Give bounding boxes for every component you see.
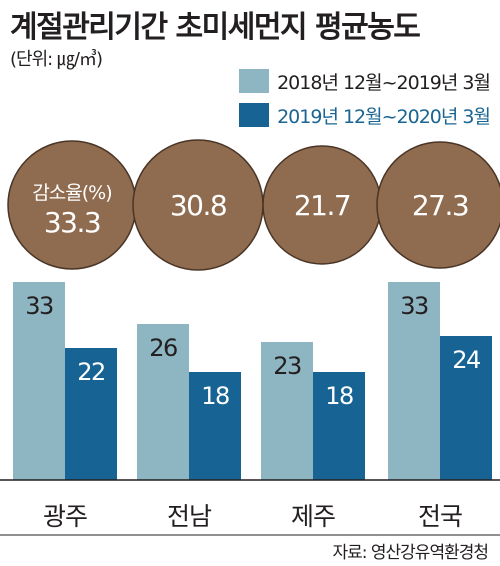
legend-label-series-1: 2018년 12월~2019년 3월 xyxy=(277,71,491,94)
reduction-value-2: 30.8 xyxy=(170,189,226,222)
bar-2-1 xyxy=(65,348,117,480)
legend-item-series-2: 2019년 12월~2020년 3월 xyxy=(239,102,491,128)
bar-2-2 xyxy=(189,372,241,480)
bar-value-label-2-2: 18 xyxy=(201,382,229,410)
category-label-3: 제주 xyxy=(291,502,335,531)
bar-2-3 xyxy=(313,372,365,480)
bar-1-3 xyxy=(261,342,313,480)
category-label-1: 광주 xyxy=(43,502,87,531)
bar-2-4 xyxy=(440,336,492,480)
bar-value-label-1-4: 33 xyxy=(400,292,428,320)
reduction-value-3: 21.7 xyxy=(294,189,350,222)
reduction-value-4: 27.3 xyxy=(412,189,468,222)
category-label-4: 전국 xyxy=(418,502,462,531)
chart-title: 계절관리기간 초미세먼지 평균농도 xyxy=(10,10,421,45)
bar-value-label-1-1: 33 xyxy=(25,292,53,320)
unit-label: (단위: ㎍/㎥) xyxy=(10,49,103,70)
source-note: 자료: 영산강유역환경청 xyxy=(332,543,489,563)
legend-label-series-2: 2019년 12월~2020년 3월 xyxy=(277,105,491,128)
reduction-circle-1 xyxy=(7,140,137,270)
bar-value-label-2-3: 18 xyxy=(325,382,353,410)
bar-value-label-1-3: 23 xyxy=(273,352,301,380)
legend-item-series-1: 2018년 12월~2019년 3월 xyxy=(239,68,491,94)
bar-1-4 xyxy=(388,282,440,480)
legend-swatch-series-1 xyxy=(239,69,270,93)
reduction-value-1: 33.3 xyxy=(44,206,100,239)
bar-value-label-1-2: 26 xyxy=(149,334,177,362)
bar-value-label-2-1: 22 xyxy=(77,358,105,386)
bar-value-label-2-4: 24 xyxy=(452,346,480,374)
bar-1-1 xyxy=(13,282,65,480)
legend-swatch-series-2 xyxy=(239,103,270,127)
reduction-label: 감소율(%) xyxy=(32,182,111,204)
category-label-2: 전남 xyxy=(167,502,212,531)
bar-1-2 xyxy=(137,324,189,480)
reduction-circle-4 xyxy=(376,141,500,269)
